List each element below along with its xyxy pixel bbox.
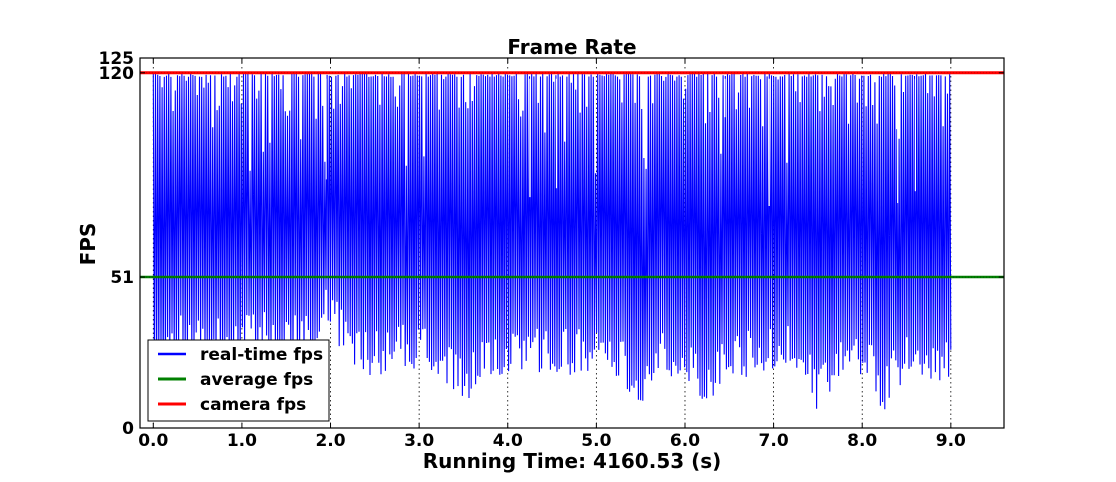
y-axis-label: FPS [76, 223, 100, 266]
x-tick-label: 7.0 [759, 431, 789, 451]
legend: real-time fps average fps camera fps [147, 339, 330, 422]
legend-label-camera: camera fps [200, 395, 306, 415]
plot-frame [139, 57, 1005, 429]
realtime-fps-series [152, 72, 952, 410]
chart-title: Frame Rate [507, 35, 636, 59]
x-tick-label: 0.0 [138, 431, 168, 451]
legend-label-realtime: real-time fps [200, 345, 323, 365]
x-tick-label: 2.0 [315, 431, 345, 451]
y-tick-label: 125 [99, 49, 135, 69]
reference-lines [140, 71, 1004, 279]
x-axis-label: Running Time: 4160.53 (s) [423, 449, 722, 473]
legend-label-average: average fps [200, 370, 313, 390]
x-tick-label: 8.0 [847, 431, 877, 451]
x-tick-label: 1.0 [227, 431, 257, 451]
y-tick-label: 51 [110, 268, 134, 288]
x-tick-label: 6.0 [670, 431, 700, 451]
y-tick-label: 0 [122, 419, 134, 439]
x-tick-label: 5.0 [581, 431, 611, 451]
x-tick-label: 9.0 [936, 431, 966, 451]
axis-ticks [140, 57, 1004, 429]
x-tick-labels: 0.0 1.0 2.0 3.0 4.0 5.0 6.0 7.0 8.0 9.0 [138, 431, 966, 451]
x-tick-label: 3.0 [404, 431, 434, 451]
y-tick-label: 120 [99, 64, 135, 84]
x-tick-label: 4.0 [493, 431, 523, 451]
realtime-fps-line [152, 72, 952, 410]
